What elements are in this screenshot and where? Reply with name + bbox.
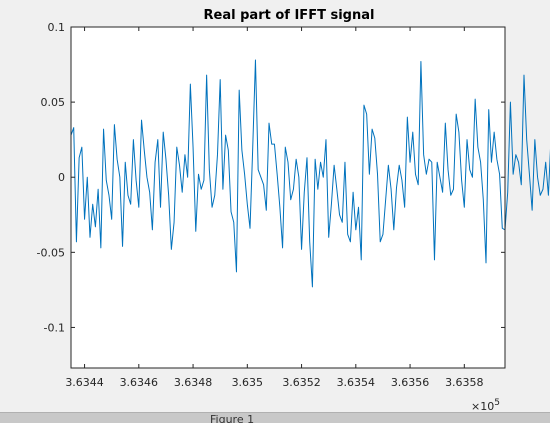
- x-exponent-base: ×10: [471, 400, 494, 413]
- x-axis-ticks: 3.6344 3.6346 3.6348 3.635 3.6352 3.6354 3.635…: [65, 27, 484, 389]
- axes-background: [71, 27, 505, 368]
- axes-box: [70, 26, 506, 369]
- x-tick-label: 3.6344: [65, 376, 104, 389]
- x-tick-label: 3.635: [232, 376, 264, 389]
- x-tick-label: 3.6354: [337, 376, 376, 389]
- x-tick-label: 3.6346: [120, 376, 159, 389]
- x-tick-label: 3.6348: [174, 376, 213, 389]
- x-exponent-power: 5: [494, 398, 500, 408]
- y-tick-label: 0.05: [41, 96, 66, 109]
- ifft-real-series-line: [70, 59, 550, 288]
- figure-status-bar: Figure 1: [0, 412, 550, 423]
- y-tick-label: 0: [58, 171, 65, 184]
- x-tick-label: 3.6356: [391, 376, 430, 389]
- y-tick-label: -0.1: [44, 321, 65, 334]
- x-tick-label: 3.6352: [282, 376, 321, 389]
- x-tick-label: 3.6358: [445, 376, 484, 389]
- y-axis-ticks: 0.1 0.05 0 -0.05 -0.1: [37, 21, 505, 334]
- chart-title: Real part of IFFT signal: [204, 8, 375, 23]
- x-exponent-label: ×105: [471, 398, 500, 413]
- series-layer: [70, 59, 550, 288]
- y-tick-label: -0.05: [37, 246, 65, 259]
- figure-window-label: Figure 1: [210, 413, 255, 423]
- y-tick-label: 0.1: [48, 21, 66, 34]
